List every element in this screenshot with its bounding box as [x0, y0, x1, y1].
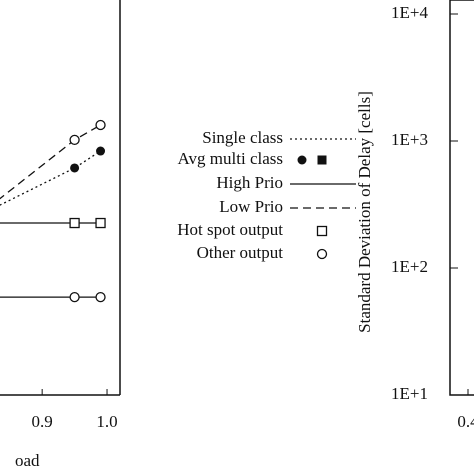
y-axis-label: Standard Deviation of Delay [cells]: [355, 91, 374, 333]
x-axis-label: oad: [15, 451, 40, 470]
y-tick-label: 1E+2: [391, 257, 428, 276]
marker: [95, 217, 106, 229]
legend-label: Low Prio: [219, 197, 283, 216]
marker: [69, 217, 80, 229]
right-frame: [449, 0, 474, 396]
legend-label: Avg multi class: [178, 149, 283, 168]
marker: [95, 291, 106, 303]
marker: [316, 248, 328, 260]
x-tick-label: 1.0: [96, 412, 117, 431]
legend-label: Other output: [197, 243, 284, 262]
marker: [316, 225, 328, 237]
line: [0, 124, 101, 200]
x-tick-label: 0.9: [32, 412, 53, 431]
y-tick-label: 1E+1: [391, 384, 428, 403]
marker: [297, 155, 307, 165]
marker: [69, 134, 80, 146]
marker: [95, 119, 106, 131]
marker: [96, 146, 106, 156]
left-plot: [0, 119, 106, 303]
marker: [317, 155, 327, 165]
legend-label: Single class: [202, 128, 283, 147]
legend-label: Hot spot output: [177, 220, 283, 239]
marker: [70, 163, 80, 173]
y-tick-label: 1E+4: [391, 3, 428, 22]
legend-label: High Prio: [216, 173, 283, 192]
line: [0, 150, 101, 206]
y-tick-label: 1E+3: [391, 130, 428, 149]
x-tick-label: 0.4: [457, 412, 474, 431]
marker: [69, 291, 80, 303]
